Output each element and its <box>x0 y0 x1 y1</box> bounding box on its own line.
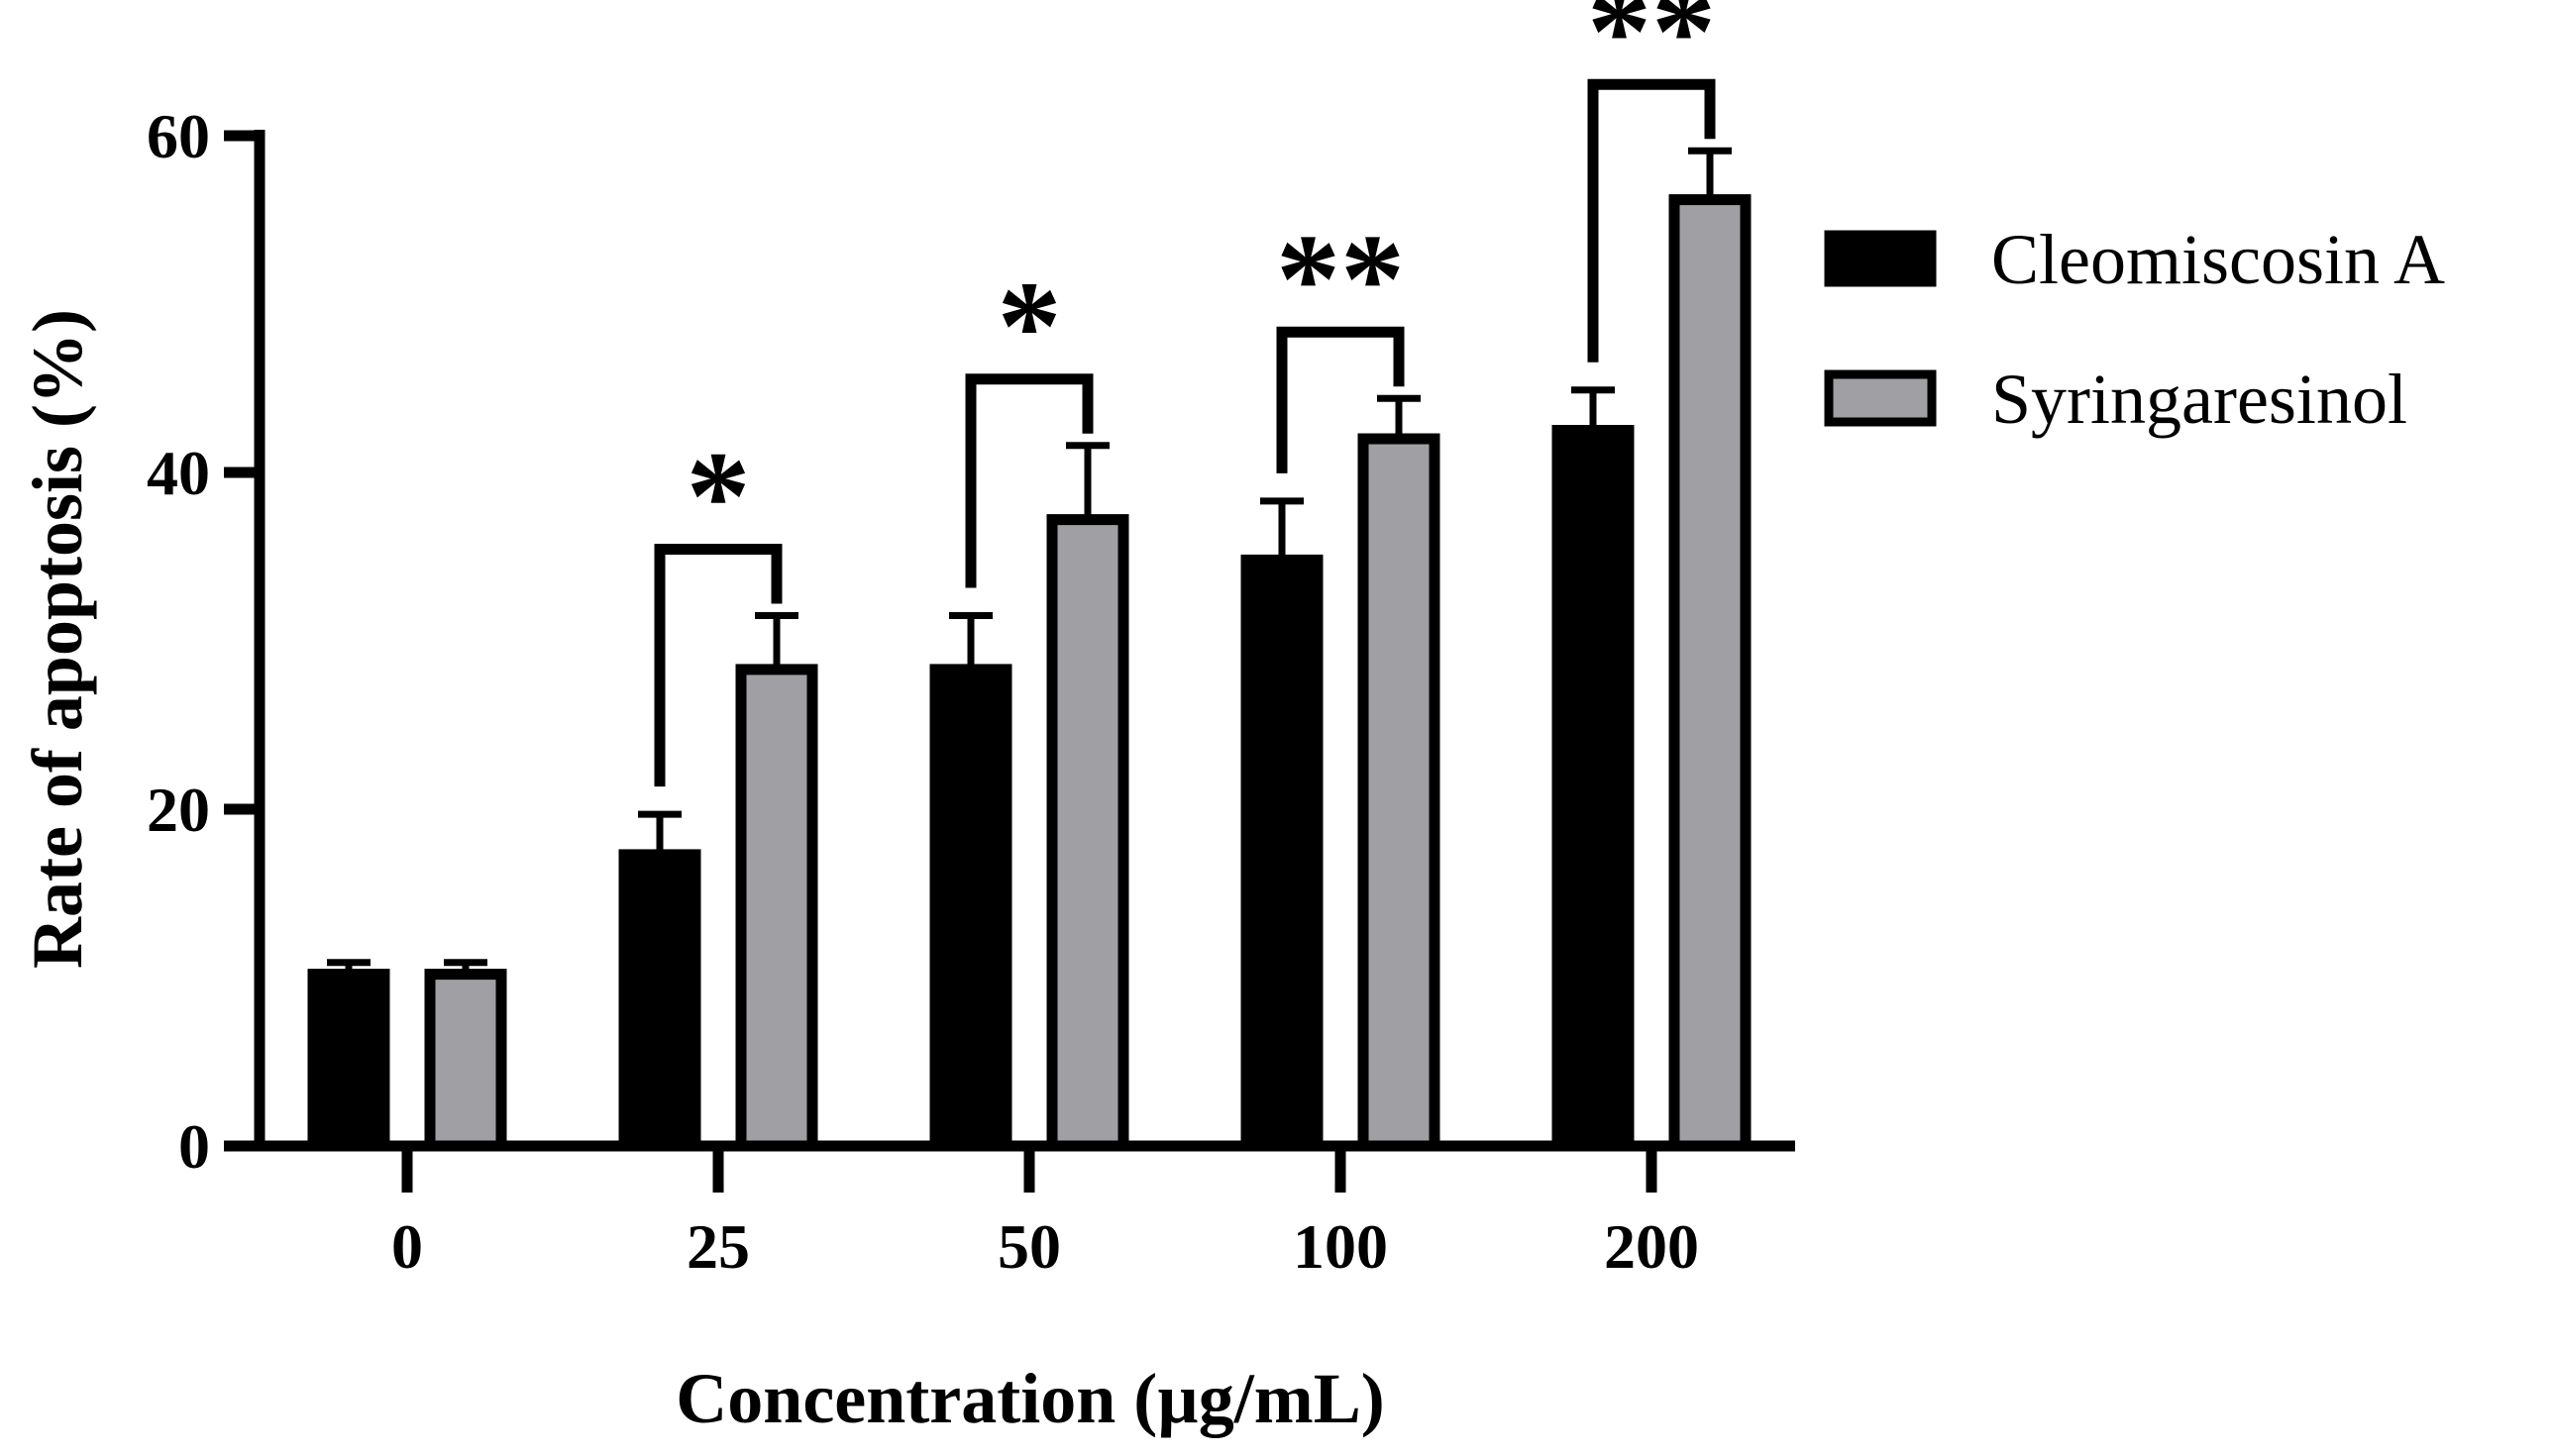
significance-layer: ** **** <box>654 0 1716 787</box>
y-tick-label: 20 <box>147 775 210 845</box>
bar-cleomiscosin-a <box>1551 425 1635 1152</box>
significance-marker: * <box>687 426 751 569</box>
legend-swatch-cleomiscosin-a <box>1824 230 1937 287</box>
significance-marker: ** <box>1276 208 1405 351</box>
bar-cleomiscosin-a <box>618 849 701 1152</box>
x-tick-label: 100 <box>1293 1211 1388 1282</box>
y-axis-title: Rate of apoptosis (%) <box>18 309 97 969</box>
bar-syringaresinol <box>424 969 507 1152</box>
x-tick-label: 50 <box>998 1211 1061 1282</box>
x-tick-label: 200 <box>1604 1211 1699 1282</box>
legend: Cleomiscosin A Syringaresinol <box>1824 220 2445 439</box>
significance-bracket <box>965 373 1094 588</box>
y-tick-label: 60 <box>147 101 210 171</box>
axes-layer: 0 20 40 60 0 25 50 100 200 <box>147 101 1795 1282</box>
significance-bracket <box>1276 326 1405 473</box>
legend-swatch-syringaresinol <box>1824 369 1937 427</box>
y-tick-label: 0 <box>178 1111 210 1182</box>
bar-cleomiscosin-a <box>307 969 390 1152</box>
legend-label-syringaresinol: Syringaresinol <box>1991 360 2407 439</box>
bar-syringaresinol <box>735 664 818 1152</box>
significance-marker: * <box>998 256 1062 398</box>
bar-cleomiscosin-a <box>1240 554 1324 1152</box>
x-tick-label: 25 <box>687 1211 750 1282</box>
significance-bracket <box>654 544 783 787</box>
bar-cleomiscosin-a <box>929 664 1012 1152</box>
x-tick-label: 0 <box>391 1211 423 1282</box>
x-axis-title: Concentration (µg/mL) <box>676 1359 1384 1438</box>
y-tick-label: 40 <box>147 438 210 508</box>
significance-bracket <box>1587 78 1716 363</box>
bar-syringaresinol <box>1046 514 1129 1152</box>
bar-syringaresinol <box>1668 194 1752 1152</box>
bar-syringaresinol <box>1357 433 1440 1152</box>
legend-label-cleomiscosin-a: Cleomiscosin A <box>1991 220 2445 299</box>
significance-marker: ** <box>1587 0 1716 103</box>
